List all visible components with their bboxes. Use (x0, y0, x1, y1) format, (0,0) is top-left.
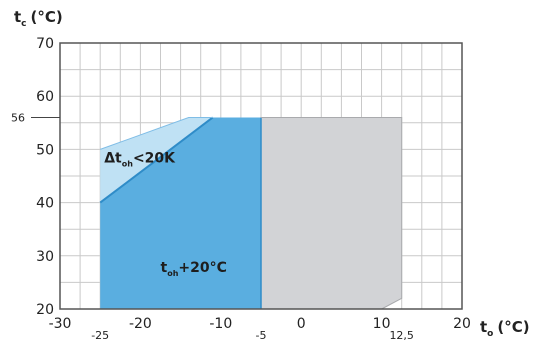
regions (99, 116, 403, 310)
region-edge-superheat (99, 116, 214, 204)
x-extra-tick-label: 12,5 (389, 329, 414, 342)
x-tick-label: -20 (129, 316, 152, 332)
y-tick-label: 60 (36, 89, 54, 105)
x-axis-title: to (°C) (480, 318, 530, 339)
annotation-superheat-main: t (161, 260, 168, 276)
x-tick-label: 10 (373, 316, 391, 332)
x-tick-label: -10 (209, 316, 232, 332)
y-axis-title: tc (°C) (14, 8, 63, 29)
x-tick-labels: -30 -20 -10 0 10 20 -25 -5 12,5 (49, 316, 471, 342)
region-edge-grey (261, 116, 403, 310)
y-tick-label: 50 (36, 142, 54, 158)
y-axis-title-main: t (14, 8, 21, 26)
y-axis-title-sub: c (21, 19, 26, 29)
x-tick-label: 20 (453, 316, 471, 332)
x-axis-title-main: t (480, 318, 487, 336)
y-tick-label: 20 (36, 302, 54, 318)
y-tick-labels: 20 30 40 50 60 70 56 (11, 36, 60, 318)
annotation-superheat: toh+20°C (161, 260, 227, 278)
plot-frame (59, 42, 463, 310)
y-extra-tick-label: 56 (11, 111, 25, 124)
region-blue (100, 117, 261, 309)
x-axis-title-sub: o (487, 329, 493, 339)
annotation-superheat-limit-main: Δt (104, 151, 122, 167)
annotation-superheat-rest: +20°C (178, 260, 227, 276)
annotation-superheat-limit-sub: oh (122, 160, 133, 169)
y-tick-label: 70 (36, 36, 54, 52)
x-axis-title-unit: (°C) (497, 318, 529, 336)
y-tick-label: 30 (36, 249, 54, 265)
annotation-superheat-limit: Δtoh<20K (104, 151, 176, 169)
x-extra-tick-label: -25 (91, 329, 109, 342)
y-tick-label: 40 (36, 196, 54, 212)
y-axis-title-unit: (°C) (31, 8, 63, 26)
x-extra-tick-label: -5 (256, 329, 267, 342)
region-grey (261, 117, 402, 309)
annotation-superheat-limit-rest: <20K (133, 151, 176, 167)
x-tick-label: 0 (297, 316, 306, 332)
annotation-superheat-sub: oh (167, 269, 178, 278)
x-tick-label: -30 (49, 316, 72, 332)
region-edge-limit (100, 116, 213, 150)
